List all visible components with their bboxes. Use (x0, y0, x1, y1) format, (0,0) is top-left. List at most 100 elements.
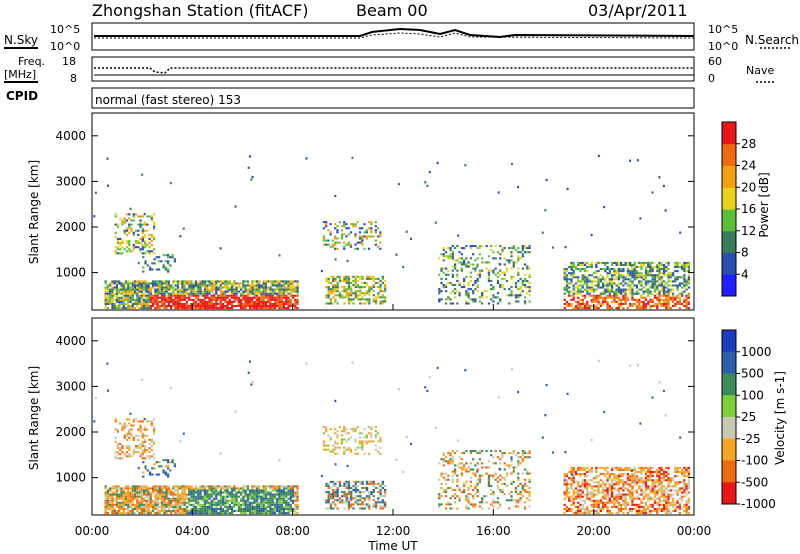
velocity-cell (565, 481, 569, 484)
power-cell (604, 270, 607, 273)
power-cell (658, 278, 661, 281)
power-cell (465, 294, 468, 297)
velocity-cell (142, 471, 145, 474)
power-cell (658, 300, 661, 303)
power-cell (662, 288, 666, 291)
power-cell (246, 298, 250, 301)
velocity-cell (246, 507, 250, 510)
power-cell (523, 286, 527, 289)
power-cell (476, 247, 479, 250)
velocity-cell (341, 499, 344, 502)
power-cell (172, 304, 175, 308)
power-cell (638, 282, 641, 285)
velocity-cell (258, 495, 261, 498)
velocity-cell (163, 512, 166, 515)
power-cell (246, 296, 250, 299)
power-cell (374, 221, 377, 224)
power-cell (620, 274, 623, 277)
power-cell (253, 284, 256, 287)
power-cell (687, 294, 690, 297)
power-cell (453, 259, 457, 262)
velocity-cell (370, 426, 373, 429)
velocity-cell (352, 480, 355, 483)
power-cell (179, 304, 182, 308)
velocity-cell (503, 468, 506, 471)
power-cell (635, 304, 639, 308)
velocity-cell (449, 497, 452, 500)
power-cell (613, 282, 616, 285)
velocity-cell (271, 489, 274, 492)
velocity-cell (487, 507, 491, 510)
power-cell (208, 298, 211, 301)
power-cell (566, 187, 569, 191)
power-cell (203, 292, 207, 295)
velocity-cell (221, 512, 225, 515)
velocity-cell (347, 432, 350, 435)
power-cell (285, 290, 288, 293)
velocity-cell (334, 448, 337, 451)
velocity-cell (613, 487, 616, 490)
power-cell (350, 281, 353, 285)
power-cell (667, 292, 670, 295)
velocity-cell (354, 497, 357, 500)
power-cell (565, 288, 569, 291)
velocity-cell (327, 507, 330, 510)
power-cell (606, 284, 609, 287)
velocity-cell (492, 476, 495, 479)
beam-title: Beam 00 (356, 1, 428, 20)
velocity-cell (528, 472, 531, 475)
velocity-cell (199, 491, 202, 494)
power-cell (230, 300, 234, 303)
velocity-cell (361, 480, 364, 483)
power-cell (131, 286, 134, 289)
power-cell (160, 284, 164, 287)
power-cell (451, 251, 454, 254)
power-cell (365, 229, 368, 232)
power-cell (361, 296, 364, 299)
power-cell (336, 302, 339, 305)
power-cell (678, 296, 681, 299)
power-cell (199, 304, 202, 308)
velocity-cell (442, 489, 445, 492)
velocity-cell (476, 484, 479, 487)
power-cell (255, 286, 259, 289)
power-cell (377, 296, 380, 299)
power-cell (365, 231, 368, 234)
power-cell (370, 286, 373, 289)
power-cell (647, 282, 650, 285)
power-cell (291, 288, 295, 291)
power-cell (192, 290, 195, 293)
velocity-cell (136, 493, 139, 496)
velocity-cell (151, 499, 155, 502)
velocity-cell (150, 455, 153, 458)
power-cell (374, 281, 378, 285)
velocity-cell (244, 489, 247, 492)
velocity-cell (359, 495, 362, 498)
velocity-cell (352, 430, 355, 433)
power-cell (262, 288, 265, 291)
power-cell (512, 275, 515, 278)
power-cell (649, 263, 652, 266)
power-cell (487, 279, 491, 282)
power-cell (199, 284, 202, 287)
power-cell (563, 288, 566, 291)
velocity-cell (260, 503, 263, 506)
power-cell (289, 302, 292, 305)
velocity-cell (239, 493, 243, 496)
power-cell (685, 307, 688, 310)
velocity-cell (444, 503, 448, 506)
power-cell (156, 300, 159, 303)
power-cell (219, 284, 222, 287)
velocity-cell (613, 495, 616, 498)
power-cell (246, 300, 250, 303)
power-cell (109, 290, 112, 293)
power-cell (296, 280, 299, 283)
velocity-cell (151, 473, 154, 476)
power-cell (140, 294, 143, 297)
power-cell (583, 282, 587, 285)
power-cell (456, 290, 459, 293)
power-cell (622, 296, 625, 299)
velocity-cell (137, 428, 140, 431)
power-cell (574, 286, 578, 289)
